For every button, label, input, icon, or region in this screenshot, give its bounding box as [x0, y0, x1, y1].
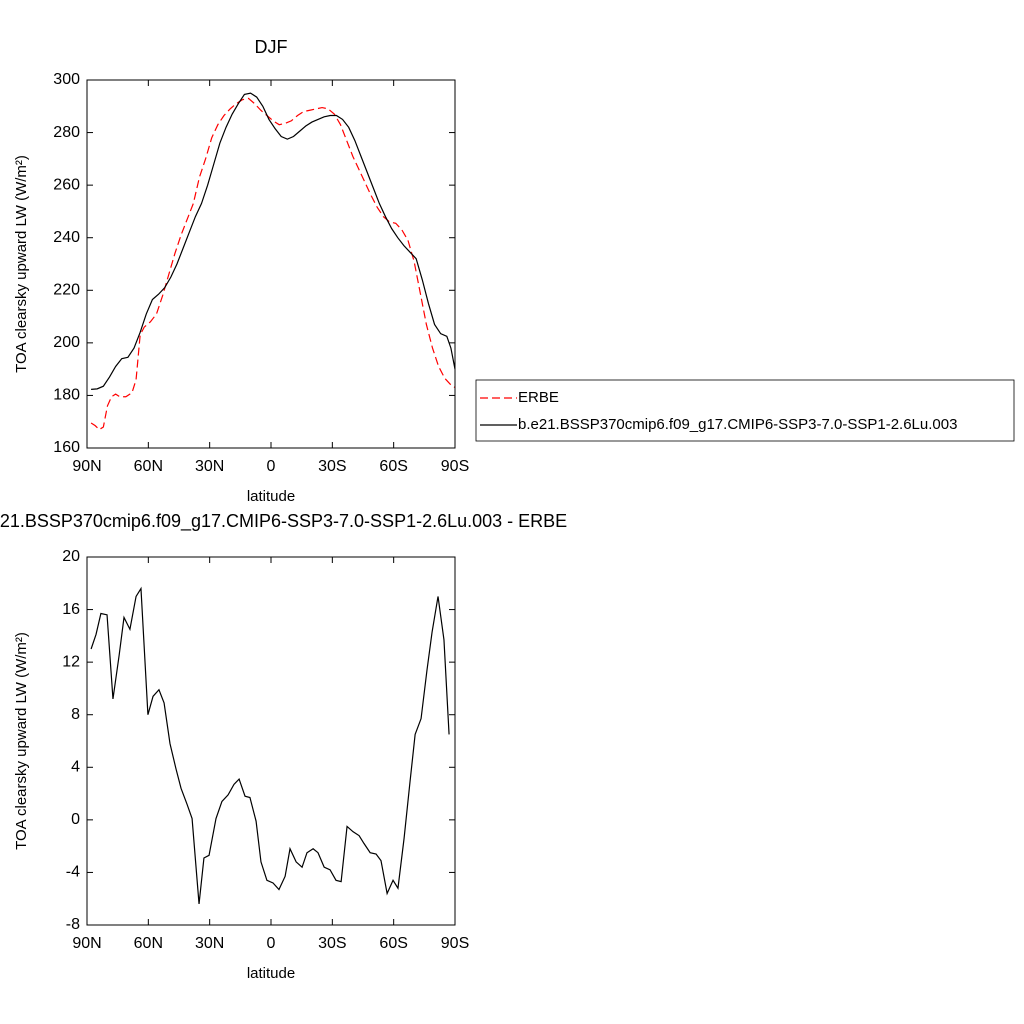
legend-label: ERBE [518, 389, 559, 406]
x-tick-label: 30N [195, 935, 224, 952]
y-tick-label: 4 [71, 759, 80, 776]
data-line [90, 97, 456, 431]
y-tick-label: -4 [66, 864, 80, 881]
y-tick-label: 12 [62, 653, 80, 670]
y-tick-label: 200 [53, 334, 80, 351]
x-axis-label: latitude [247, 965, 295, 982]
y-tick-label: 20 [62, 548, 80, 565]
plot-frame [86, 556, 456, 926]
x-axis-label: latitude [247, 488, 295, 505]
y-tick-label: 300 [53, 71, 80, 88]
x-tick-label: 30N [195, 458, 224, 475]
y-axis-label: TOA clearsky upward LW (W/m²) [13, 155, 30, 373]
x-tick-label: 90S [441, 935, 469, 952]
y-axis-label: TOA clearsky upward LW (W/m²) [13, 632, 30, 850]
legend-box [475, 379, 1015, 442]
data-line [91, 92, 456, 390]
y-tick-label: 220 [53, 282, 80, 299]
y-tick-label: 0 [71, 811, 80, 828]
y-tick-label: 16 [62, 601, 80, 618]
y-tick-label: 8 [71, 706, 80, 723]
chart-title: DJF [255, 37, 288, 57]
y-tick-label: 280 [53, 124, 80, 141]
x-tick-label: 60S [379, 458, 407, 475]
x-tick-label: 30S [318, 458, 346, 475]
y-tick-label: 160 [53, 439, 80, 456]
y-tick-label: -8 [66, 916, 80, 933]
x-tick-label: 90N [72, 458, 101, 475]
x-tick-label: 30S [318, 935, 346, 952]
plot-frame [86, 79, 456, 449]
chart-title: b.e21.BSSP370cmip6.f09_g17.CMIP6-SSP3-7.… [0, 511, 567, 532]
legend-label: b.e21.BSSP370cmip6.f09_g17.CMIP6-SSP3-7.… [518, 416, 957, 433]
x-tick-label: 0 [267, 935, 276, 952]
x-tick-label: 90S [441, 458, 469, 475]
y-tick-label: 260 [53, 176, 80, 193]
data-line [90, 586, 450, 905]
x-tick-label: 0 [267, 458, 276, 475]
x-tick-label: 60S [379, 935, 407, 952]
x-tick-label: 60N [134, 458, 163, 475]
x-tick-label: 60N [134, 935, 163, 952]
y-tick-label: 240 [53, 229, 80, 246]
x-tick-label: 90N [72, 935, 101, 952]
y-tick-label: 180 [53, 387, 80, 404]
